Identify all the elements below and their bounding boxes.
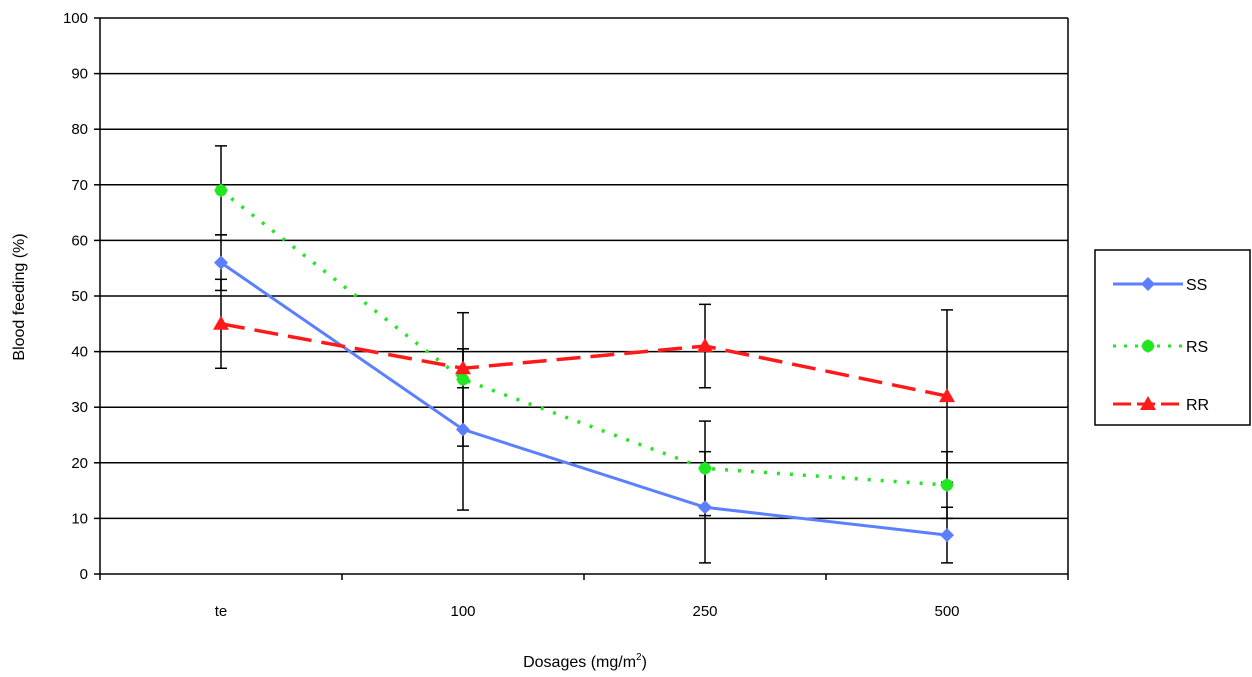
point-rs-core — [215, 184, 227, 197]
series-line-rr — [220, 322, 948, 398]
y-tick-label: 0 — [80, 566, 88, 583]
y-tick-label: 30 — [71, 399, 88, 416]
point-ss — [456, 422, 470, 437]
x-tick-label: te — [215, 603, 228, 620]
point-ss — [940, 528, 954, 543]
y-tick-labels: 0 10 20 30 40 50 60 70 80 90 100 — [63, 10, 88, 583]
point-rr — [455, 360, 471, 375]
point-ss — [214, 255, 228, 270]
point-rr — [939, 388, 955, 403]
point-rr — [213, 315, 229, 330]
x-tick-label: 500 — [934, 603, 959, 620]
x-tick-labels: te 100 250 500 — [215, 603, 960, 620]
x-tick-label: 100 — [450, 603, 475, 620]
legend-label-rs: RS — [1186, 339, 1208, 356]
axes-layer — [94, 17, 1069, 580]
legend-marker-rr — [1140, 396, 1156, 410]
y-axis-title: Blood feeding (%) — [11, 233, 28, 360]
point-rs-core — [457, 373, 469, 386]
point-rs-core — [941, 479, 953, 492]
grid-layer — [100, 17, 1068, 520]
y-tick-label: 60 — [71, 232, 88, 249]
x-axis-title-superscript: 2 — [636, 652, 642, 663]
x-axis-title: Dosages (mg/m2) — [523, 652, 647, 671]
x-axis-title-suffix: ) — [642, 654, 647, 671]
y-tick-label: 70 — [71, 177, 88, 194]
legend-label-ss: SS — [1186, 277, 1207, 294]
legend-box — [1094, 249, 1251, 426]
y-tick-label: 90 — [71, 66, 88, 83]
x-tick-label: 250 — [692, 603, 717, 620]
y-tick-label: 40 — [71, 344, 88, 361]
y-tick-label: 10 — [71, 510, 88, 527]
legend-marker-ss — [1141, 277, 1155, 291]
x-axis-title-main: Dosages (mg/m — [523, 654, 636, 671]
point-rs-core — [699, 462, 711, 475]
y-tick-label: 50 — [71, 288, 88, 305]
point-ss — [698, 500, 712, 515]
legend: SS RS RR — [1094, 249, 1251, 426]
y-tick-label: 80 — [71, 121, 88, 138]
point-rr — [697, 338, 713, 353]
legend-label-rr: RR — [1186, 397, 1209, 414]
y-tick-label: 20 — [71, 455, 88, 472]
series-line-ss — [220, 261, 948, 537]
series-layer — [213, 183, 955, 543]
y-tick-label: 100 — [63, 10, 88, 27]
legend-marker-rs-core — [1142, 340, 1154, 352]
errorbar-layer — [215, 145, 953, 564]
